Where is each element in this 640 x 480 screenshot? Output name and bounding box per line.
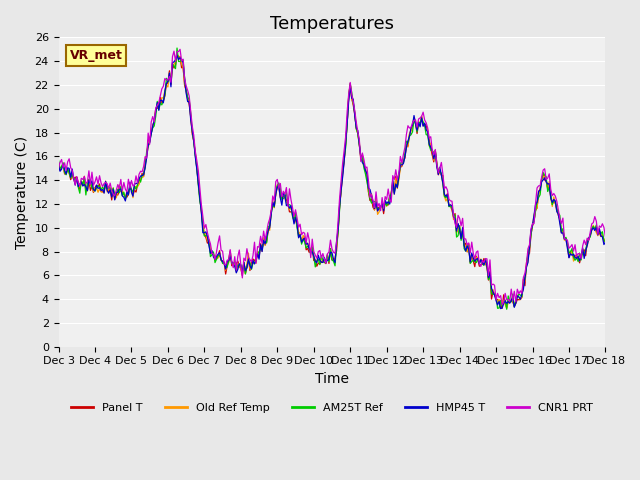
HMP45 T [70,176,77,181]
HMP45 T [398,162,406,168]
Legend: Panel T, Old Ref Temp, AM25T Ref, HMP45 T, CNR1 PRT: Panel T, Old Ref Temp, AM25T Ref, HMP45 … [67,399,598,418]
HMP45 T [173,52,181,58]
HMP45 T [497,306,504,312]
Panel T [602,239,609,245]
Old Ref Temp [367,191,375,197]
Panel T [70,176,77,181]
AM25T Ref [386,193,394,199]
Panel T [499,305,506,311]
HMP45 T [367,192,375,198]
CNR1 PRT [398,160,406,166]
Panel T [398,163,406,169]
CNR1 PRT [367,192,375,197]
Old Ref Temp [602,236,609,241]
Old Ref Temp [54,166,62,172]
HMP45 T [156,97,164,103]
CNR1 PRT [602,234,609,240]
CNR1 PRT [538,174,545,180]
AM25T Ref [503,306,511,312]
AM25T Ref [54,157,62,163]
Line: HMP45 T: HMP45 T [58,55,605,309]
Line: CNR1 PRT: CNR1 PRT [58,49,605,305]
Panel T [54,160,62,166]
AM25T Ref [70,177,77,182]
Panel T [156,95,164,100]
CNR1 PRT [156,93,164,98]
Panel T [173,52,181,58]
AM25T Ref [173,45,181,51]
Old Ref Temp [156,100,164,106]
HMP45 T [386,201,394,207]
Title: Temperatures: Temperatures [270,15,394,33]
HMP45 T [54,163,62,168]
Line: Old Ref Temp: Old Ref Temp [58,53,605,308]
Old Ref Temp [173,50,181,56]
Y-axis label: Temperature (C): Temperature (C) [15,135,29,249]
Panel T [386,193,394,199]
Line: Panel T: Panel T [58,55,605,308]
Line: AM25T Ref: AM25T Ref [58,48,605,309]
CNR1 PRT [70,175,77,181]
Old Ref Temp [386,198,394,204]
CNR1 PRT [176,47,184,52]
CNR1 PRT [499,302,506,308]
Old Ref Temp [538,176,545,182]
X-axis label: Time: Time [315,372,349,386]
HMP45 T [602,239,609,245]
Panel T [367,196,375,202]
AM25T Ref [538,178,545,183]
CNR1 PRT [54,165,62,171]
AM25T Ref [602,239,609,244]
CNR1 PRT [386,196,394,202]
Old Ref Temp [398,161,406,167]
HMP45 T [538,179,545,185]
Panel T [538,176,545,182]
AM25T Ref [367,200,375,206]
AM25T Ref [156,100,164,106]
Old Ref Temp [70,176,77,182]
AM25T Ref [398,160,406,166]
Text: VR_met: VR_met [70,49,122,62]
Old Ref Temp [503,305,511,311]
